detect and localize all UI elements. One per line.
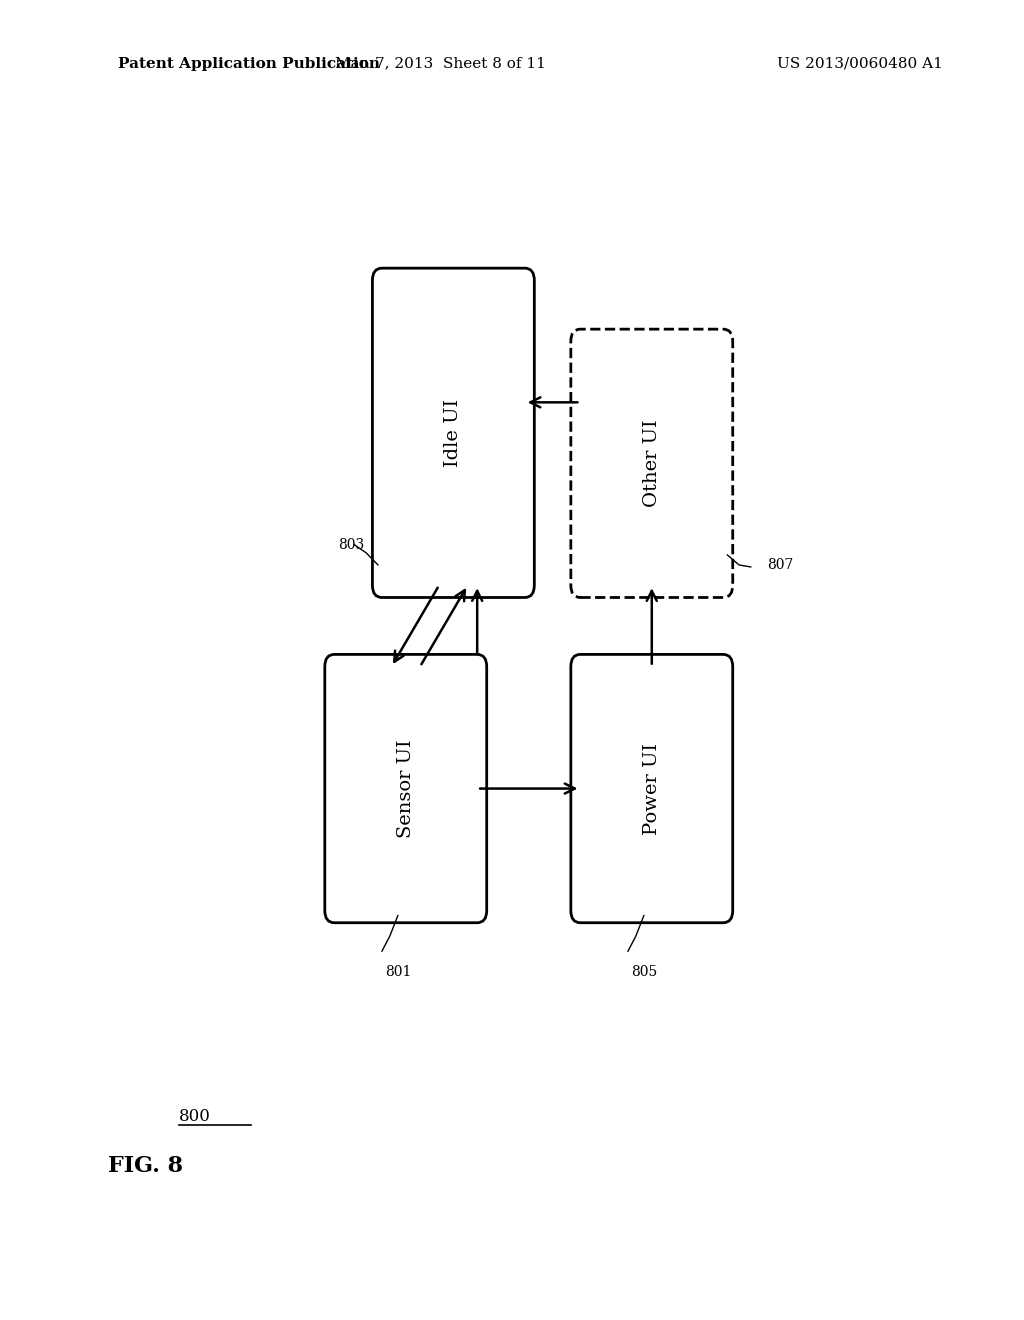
Text: 803: 803 <box>338 537 365 552</box>
FancyBboxPatch shape <box>570 655 733 923</box>
Text: Idle UI: Idle UI <box>444 399 463 467</box>
Text: Power UI: Power UI <box>643 743 660 834</box>
Text: Patent Application Publication: Patent Application Publication <box>118 57 380 71</box>
Text: Mar. 7, 2013  Sheet 8 of 11: Mar. 7, 2013 Sheet 8 of 11 <box>335 57 546 71</box>
Text: 807: 807 <box>767 558 794 572</box>
Text: FIG. 8: FIG. 8 <box>108 1155 182 1177</box>
Text: Other UI: Other UI <box>643 420 660 507</box>
Text: Sensor UI: Sensor UI <box>396 739 415 838</box>
FancyBboxPatch shape <box>570 329 733 598</box>
FancyBboxPatch shape <box>325 655 486 923</box>
Text: 801: 801 <box>385 965 411 978</box>
Text: 805: 805 <box>631 965 657 978</box>
Text: US 2013/0060480 A1: US 2013/0060480 A1 <box>777 57 943 71</box>
Text: 800: 800 <box>179 1107 211 1125</box>
FancyBboxPatch shape <box>373 268 535 598</box>
